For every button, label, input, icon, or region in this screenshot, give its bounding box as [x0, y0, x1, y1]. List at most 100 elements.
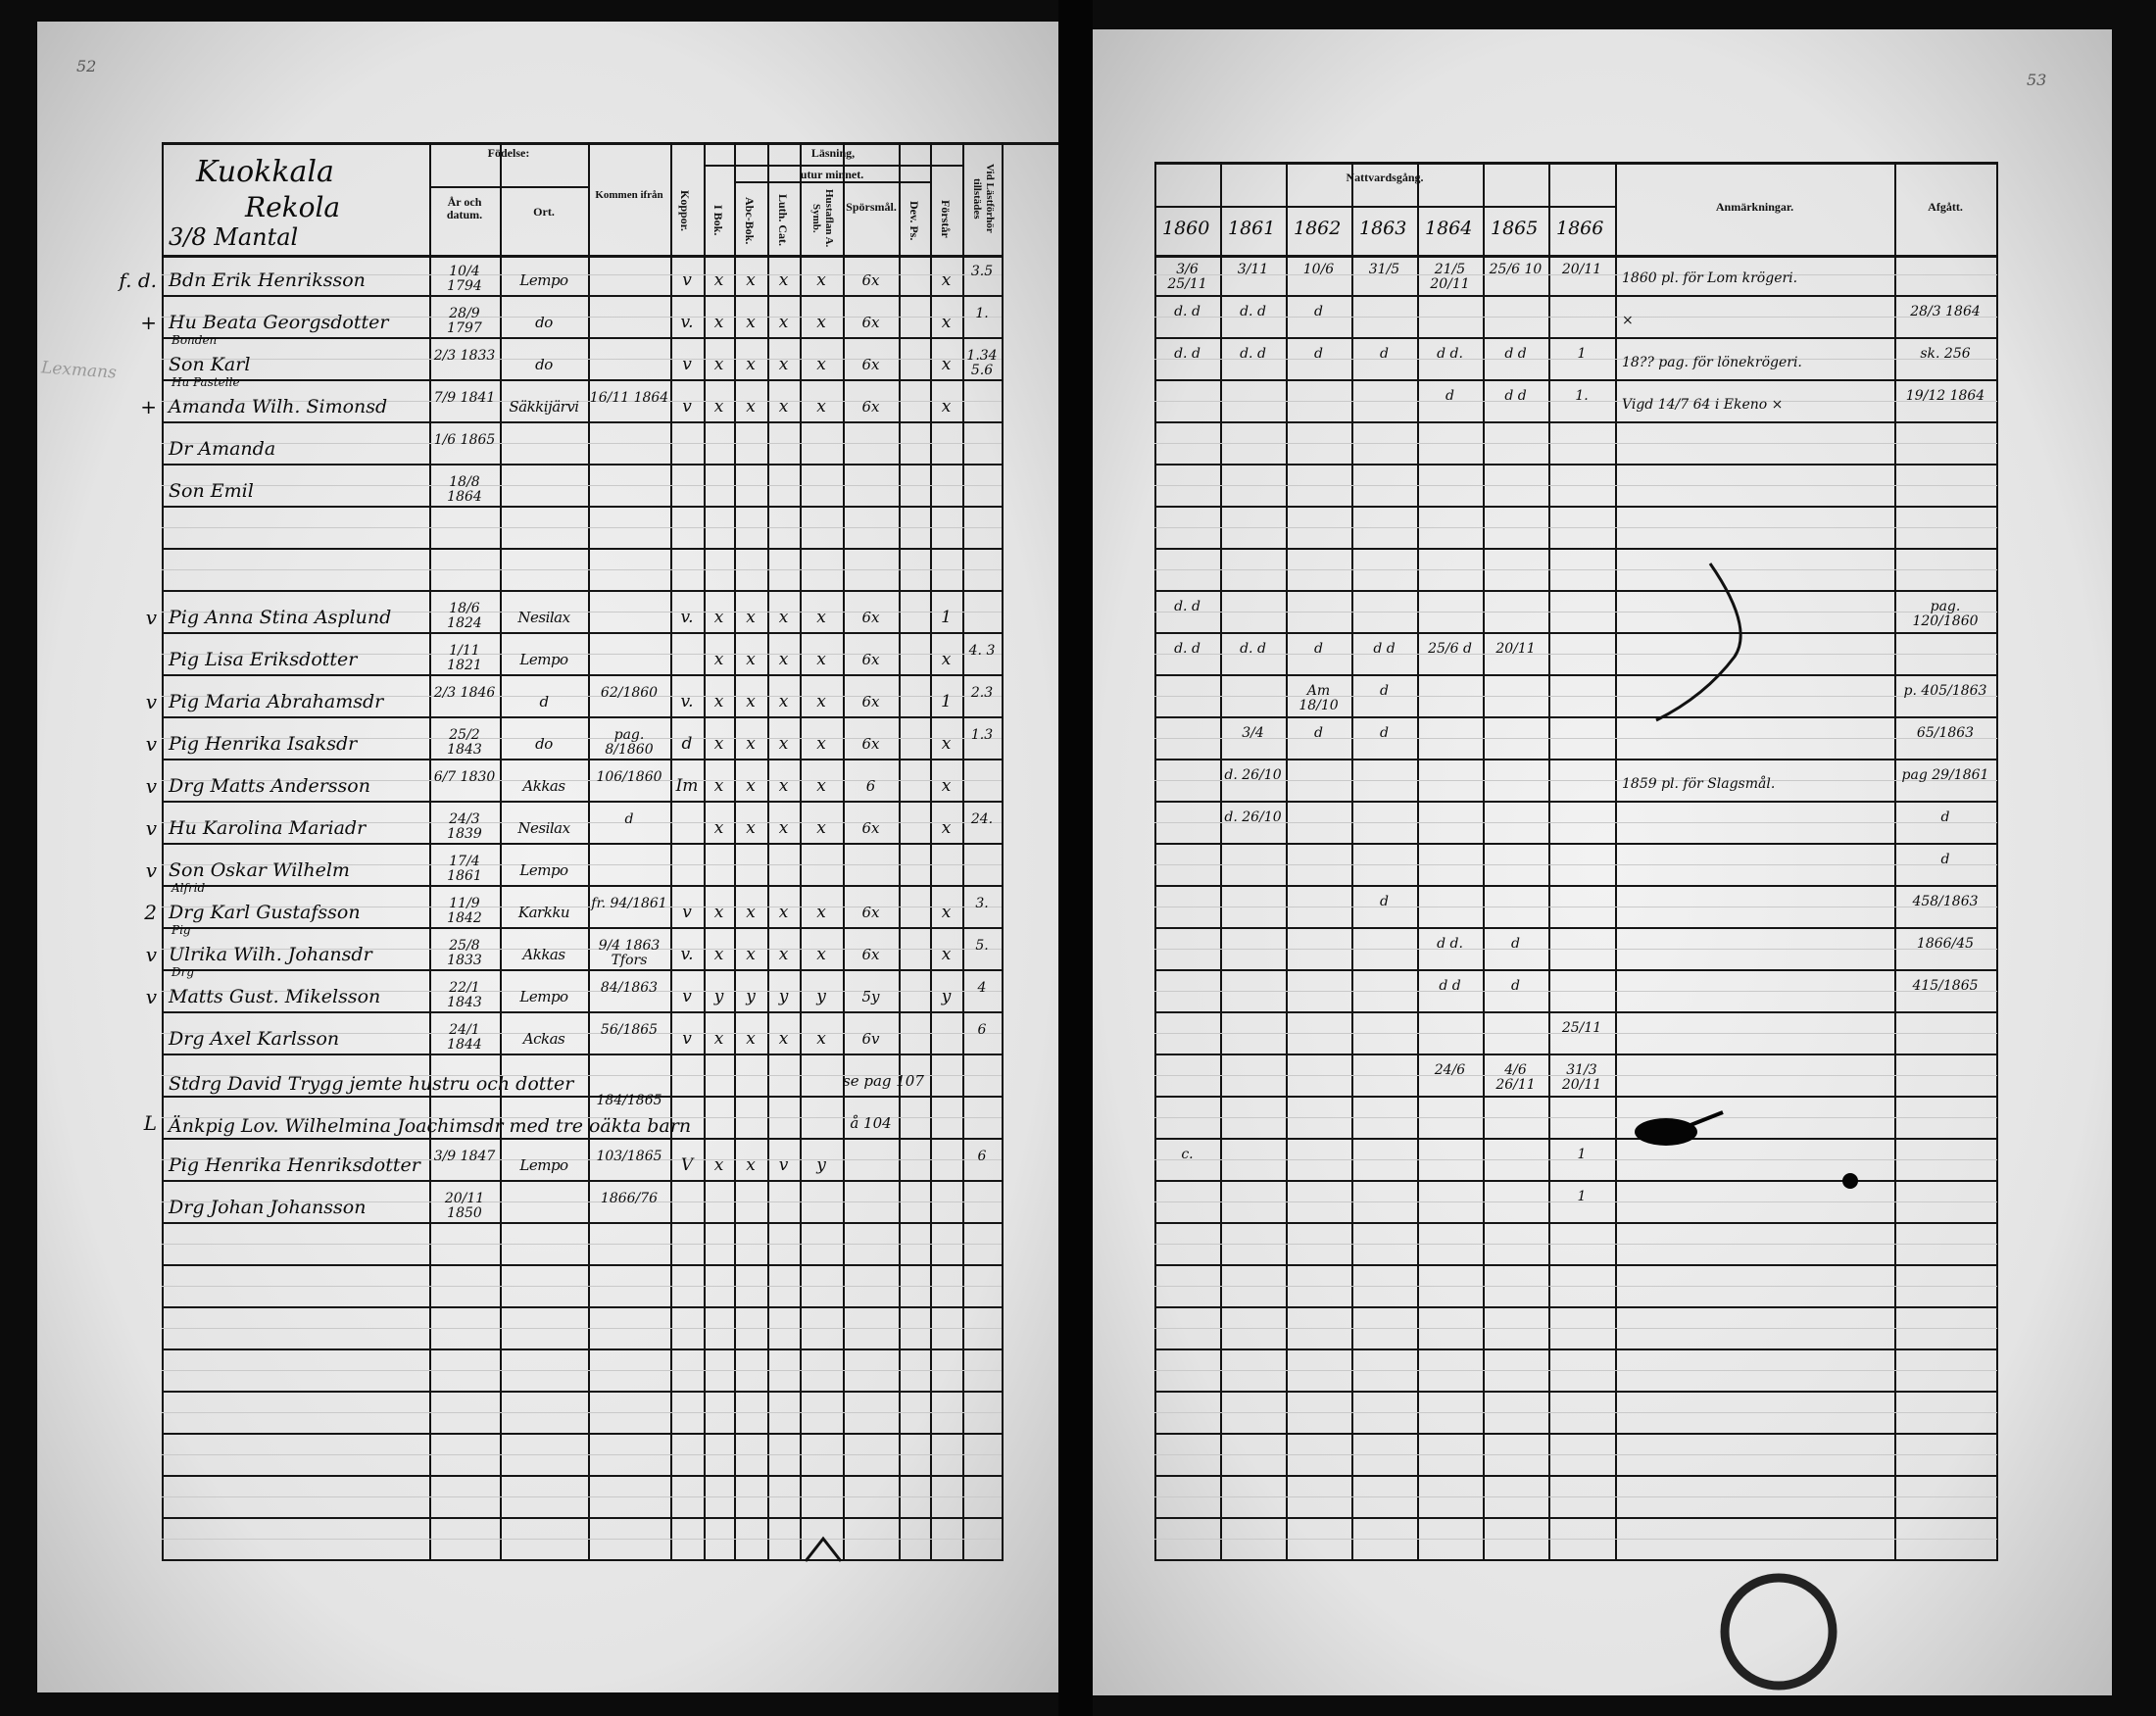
cell-place: Karkku [517, 904, 570, 921]
departure-note: 28/3 1864 [1910, 304, 1981, 319]
person-name: Pig Maria Abrahamsdr [169, 691, 384, 712]
cell-koppor: v [682, 270, 692, 290]
header-nattvardsgang: Nattvardsgång. [1346, 171, 1424, 184]
remark: Vigd 14/7 64 i Ekeno × [1622, 397, 1784, 413]
column-rule [930, 142, 932, 1561]
guide-rule [1154, 948, 1997, 950]
cell-spor: 6x [861, 693, 880, 711]
communion-1866: 1. [1575, 388, 1589, 404]
cell-born: 20/11 1850 [444, 1191, 485, 1221]
communion-1864: 25/6 d [1428, 641, 1472, 657]
communion-1862: d [1314, 304, 1323, 319]
guide-rule [162, 1032, 1002, 1034]
ink-blot [1635, 1118, 1697, 1146]
cell-from: 9/4 1863 Tfors [598, 938, 661, 968]
communion-1861: d. 26/10 [1224, 809, 1282, 825]
cell-born: 18/6 1824 [447, 601, 482, 631]
row-rule [1154, 1096, 1997, 1098]
person-name: Dr Amanda [169, 438, 276, 460]
communion-1861: 3/11 [1237, 262, 1269, 277]
cell-koppor: v. [680, 945, 694, 964]
row-rule [1154, 674, 1997, 676]
cell-born: 3/9 1847 [433, 1149, 496, 1164]
person-name: Pig Henrika Isaksdr [169, 733, 358, 755]
cell-place: Säkkijärvi [509, 398, 579, 416]
cell-abc: x [746, 945, 756, 964]
cell-lf: 1.34 5.6 [966, 348, 998, 378]
cell-luth: x [778, 776, 789, 796]
year-header-1866: 1866 [1556, 218, 1604, 239]
guide-rule [1154, 1538, 1997, 1540]
departure-note: 458/1863 [1912, 894, 1979, 909]
page-number-left: 52 [76, 57, 97, 75]
communion-1866: 1 [1577, 346, 1587, 362]
row-rule [1154, 632, 1997, 634]
cell-abc: x [746, 650, 756, 669]
communion-1861: d. d [1240, 346, 1266, 362]
communion-1866: 31/3 20/11 [1561, 1062, 1602, 1093]
guide-rule [1154, 1158, 1997, 1160]
header-dev-ps: Dev. Ps. [907, 200, 921, 241]
cell-place: do [535, 735, 553, 753]
cell-ibok: x [713, 734, 724, 754]
lasning-rule [704, 165, 962, 167]
cell-born: 11/9 1842 [447, 896, 482, 926]
cell-spor: 6x [861, 356, 880, 373]
person-name: Pig Lisa Eriksdotter [169, 649, 358, 670]
cell-from: fr. 94/1861 [591, 896, 667, 911]
row-rule [162, 927, 1002, 929]
column-rule [734, 142, 736, 1561]
column-rule [962, 142, 964, 1561]
cell-forstar: x [941, 397, 952, 417]
guide-rule [162, 526, 1002, 528]
cell-place: d [539, 693, 549, 711]
cell-ibok: x [713, 270, 724, 290]
communion-1864: 24/6 [1434, 1062, 1466, 1078]
communion-1866: 25/11 [1561, 1020, 1602, 1036]
column-rule [670, 142, 672, 1561]
guide-rule [162, 1369, 1002, 1371]
minnet-rule [734, 181, 930, 183]
page-corner-mark [804, 1536, 843, 1562]
cell-from: 56/1865 [600, 1022, 659, 1038]
row-rule [162, 885, 1002, 887]
fodelse-rule [429, 186, 588, 188]
person-name: Hu Karolina Mariadr [169, 817, 367, 839]
cell-abc: x [746, 776, 756, 796]
person-name: Matts Gust. Mikelsson [169, 986, 381, 1007]
person-name: Drg Karl Gustafsson [169, 902, 361, 923]
guide-rule [1154, 779, 1997, 781]
column-rule [1002, 142, 1004, 1561]
guide-rule [1154, 316, 1997, 318]
person-name: Drg Johan Johansson [169, 1197, 367, 1218]
person-name: Son Oskar Wilhelm [169, 859, 350, 881]
communion-1864: d d. [1437, 346, 1463, 362]
guide-rule [1154, 400, 1997, 402]
cell-spor: 6x [861, 735, 880, 753]
communion-1860: d. d [1174, 641, 1200, 657]
person-name: Son Emil [169, 480, 254, 502]
row-rule [1154, 1559, 1997, 1561]
cell-spor: 6x [861, 651, 880, 668]
communion-1862: Am 18/10 [1298, 683, 1339, 713]
communion-1861: d. d [1240, 641, 1266, 657]
cell-koppor: v. [680, 692, 694, 711]
row-margin-mark: v [145, 606, 157, 629]
row-rule [162, 506, 1002, 508]
row-rule [162, 843, 1002, 845]
cell-husta: x [816, 692, 826, 711]
mantal-note: 3/8 Mantal [169, 223, 299, 251]
guide-rule [162, 695, 1002, 697]
cell-forstar: x [941, 818, 952, 838]
column-rule [1220, 162, 1222, 1561]
communion-1864: d d [1439, 978, 1461, 994]
row-rule [162, 464, 1002, 466]
cell-born: 18/8 1864 [447, 474, 482, 505]
cell-spor: 6x [861, 819, 880, 837]
guide-rule [1154, 442, 1997, 444]
guide-rule [162, 1538, 1002, 1540]
year-header-1864: 1864 [1425, 218, 1473, 239]
cell-spor: 6v [861, 1030, 880, 1048]
cell-born: 17/4 1861 [447, 854, 482, 884]
header-abc-bok: Abc-Bok. [743, 196, 757, 245]
